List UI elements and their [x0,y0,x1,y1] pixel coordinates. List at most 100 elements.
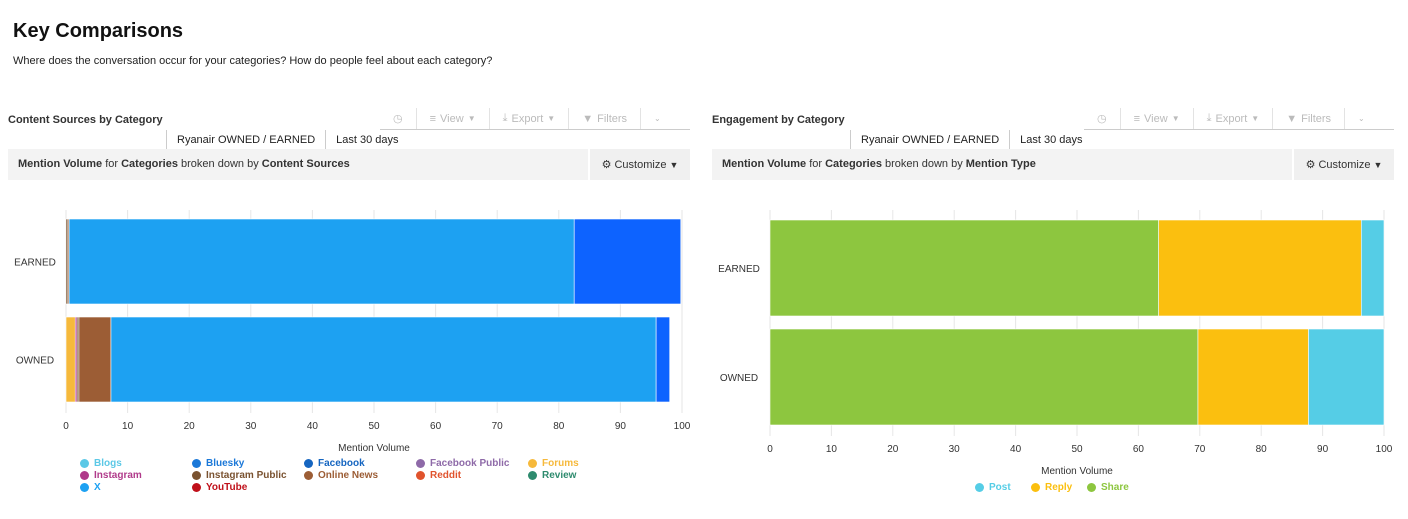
x-tick-label: 70 [1194,444,1206,455]
content-sources-chart: 0 10 20 30 40 50 60 70 80 90 100 EARNED OWNED Mention… [14,210,690,454]
filters-button[interactable]: ▼ Filters [1272,108,1344,129]
filter-bar: Ryanair OWNED / EARNED Last 30 days [850,130,1093,149]
engagement-panel: Engagement by Category ◷ ≡ View ▼ ⤓ Export ▼… [712,108,1394,508]
more-button[interactable]: ⌄ [1344,108,1378,129]
content-sources-legend: Blogs Bluesky Facebook Facebook Public Forum… [80,458,640,498]
legend-item[interactable]: Facebook [304,458,365,469]
legend-item[interactable]: Instagram [80,470,142,481]
bar-segment-post[interactable] [1308,328,1385,426]
x-tick-label: 20 [887,444,899,455]
legend-label: Online News [318,470,379,481]
y-category-label: OWNED [16,356,54,367]
legend-item[interactable]: Forums [528,458,579,469]
legend-item[interactable]: Share [1087,482,1129,493]
chevron-down-icon: ▼ [547,114,556,123]
bar-segment-post[interactable] [1360,219,1385,317]
legend-swatch [80,471,89,480]
filter-icon: ▼ [1286,112,1298,125]
customize-button[interactable]: ⚙ Customize ▼ [588,149,690,180]
bar-segment-share[interactable] [769,328,1199,426]
legend-item[interactable]: Reddit [416,470,461,481]
content-sources-panel: Content Sources by Category ◷ ≡ View ▼ ⤓ Ex… [8,108,690,508]
chart-header: Mention Volume for Categories broken dow… [712,149,1394,180]
legend-swatch [1087,483,1096,492]
legend-item[interactable]: Facebook Public [416,458,509,469]
legend-item[interactable]: YouTube [192,482,247,493]
filter-bar: Ryanair OWNED / EARNED Last 30 days [166,130,409,149]
x-axis-label: Mention Volume [1041,466,1113,477]
legend-label: Reddit [430,470,462,481]
bar-segment-reply[interactable] [1158,219,1362,317]
legend-label: Facebook Public [430,458,510,469]
x-tick-label: 60 [430,421,442,432]
bar-segment-forums[interactable] [65,316,76,403]
x-tick-label: 0 [767,444,773,455]
legend-item[interactable]: X [80,482,101,493]
panel-toolbar: ◷ ≡ View ▼ ⤓ Export ▼ ▼ Filters ⌄ [380,108,690,130]
clock-icon: ◷ [1097,113,1107,125]
list-icon: ≡ [1133,112,1141,125]
more-button[interactable]: ⌄ [640,108,674,129]
filter-pill[interactable]: Ryanair OWNED / EARNED [850,130,1009,149]
legend-item[interactable]: Blogs [80,458,122,469]
export-button[interactable]: ⤓ Export ▼ [488,108,569,129]
engagement-chart: 0 10 20 30 40 50 60 70 80 90 100 EARNED OWNED Mention… [718,210,1393,477]
chevron-down-icon: ▼ [1171,114,1180,123]
legend-swatch [192,471,201,480]
history-button[interactable]: ◷ [1084,108,1120,129]
legend-label: Bluesky [206,458,245,469]
chart-header: Mention Volume for Categories broken dow… [8,149,690,180]
legend-swatch [1031,483,1040,492]
legend-item[interactable]: Post [975,482,1011,493]
legend-item[interactable]: Instagram Public [192,470,287,481]
chevron-down-icon: ▼ [1373,159,1383,170]
chevron-down-icon: ⌄ [654,114,661,123]
bar-segment-other[interactable] [655,316,670,403]
bar-segment-other[interactable] [573,218,682,305]
history-button[interactable]: ◷ [380,108,416,129]
filter-pill[interactable]: Ryanair OWNED / EARNED [166,130,325,149]
legend-swatch [192,459,201,468]
legend-label: YouTube [206,482,248,493]
legend-swatch [80,483,89,492]
legend-swatch [416,459,425,468]
legend-label: Share [1101,482,1129,493]
filters-button[interactable]: ▼ Filters [568,108,640,129]
view-button[interactable]: ≡ View ▼ [1119,108,1193,129]
x-tick-label: 40 [1010,444,1022,455]
bar-segment-reply[interactable] [1197,328,1309,426]
x-tick-label: 70 [492,421,504,432]
legend-item[interactable]: Online News [304,470,378,481]
bar-segment-x[interactable] [68,218,575,305]
bar-segment-online-news[interactable] [78,316,112,403]
chevron-down-icon: ▼ [1251,114,1260,123]
legend-item[interactable]: Review [528,470,576,481]
view-button[interactable]: ≡ View ▼ [415,108,489,129]
gear-icon: ⚙ [601,159,612,171]
page-title: Key Comparisons [13,20,184,42]
date-range-pill[interactable]: Last 30 days [325,130,408,149]
filter-icon: ▼ [582,112,594,125]
panel-title: Content Sources by Category [8,114,163,126]
legend-label: Blogs [94,458,122,469]
x-tick-label: 90 [1317,444,1329,455]
bar-segment-x[interactable] [110,316,657,403]
date-range-pill[interactable]: Last 30 days [1009,130,1092,149]
chevron-down-icon: ▼ [467,114,476,123]
bar-segment-share[interactable] [769,219,1159,317]
legend-label: X [94,482,101,493]
customize-button[interactable]: ⚙ Customize ▼ [1292,149,1394,180]
legend-item[interactable]: Reply [1031,482,1072,493]
x-tick-label: 100 [1376,444,1393,455]
legend-swatch [304,471,313,480]
x-tick-label: 0 [63,421,69,432]
export-button[interactable]: ⤓ Export ▼ [1192,108,1273,129]
y-category-label: EARNED [14,258,56,269]
y-category-label: OWNED [720,373,758,384]
x-tick-label: 10 [826,444,838,455]
legend-label: Review [542,470,577,481]
legend-item[interactable]: Bluesky [192,458,244,469]
panel-toolbar: ◷ ≡ View ▼ ⤓ Export ▼ ▼ Filters ⌄ [1084,108,1394,130]
page-subtitle: Where does the conversation occur for yo… [13,55,493,67]
chart-description: Mention Volume for Categories broken dow… [18,158,350,170]
